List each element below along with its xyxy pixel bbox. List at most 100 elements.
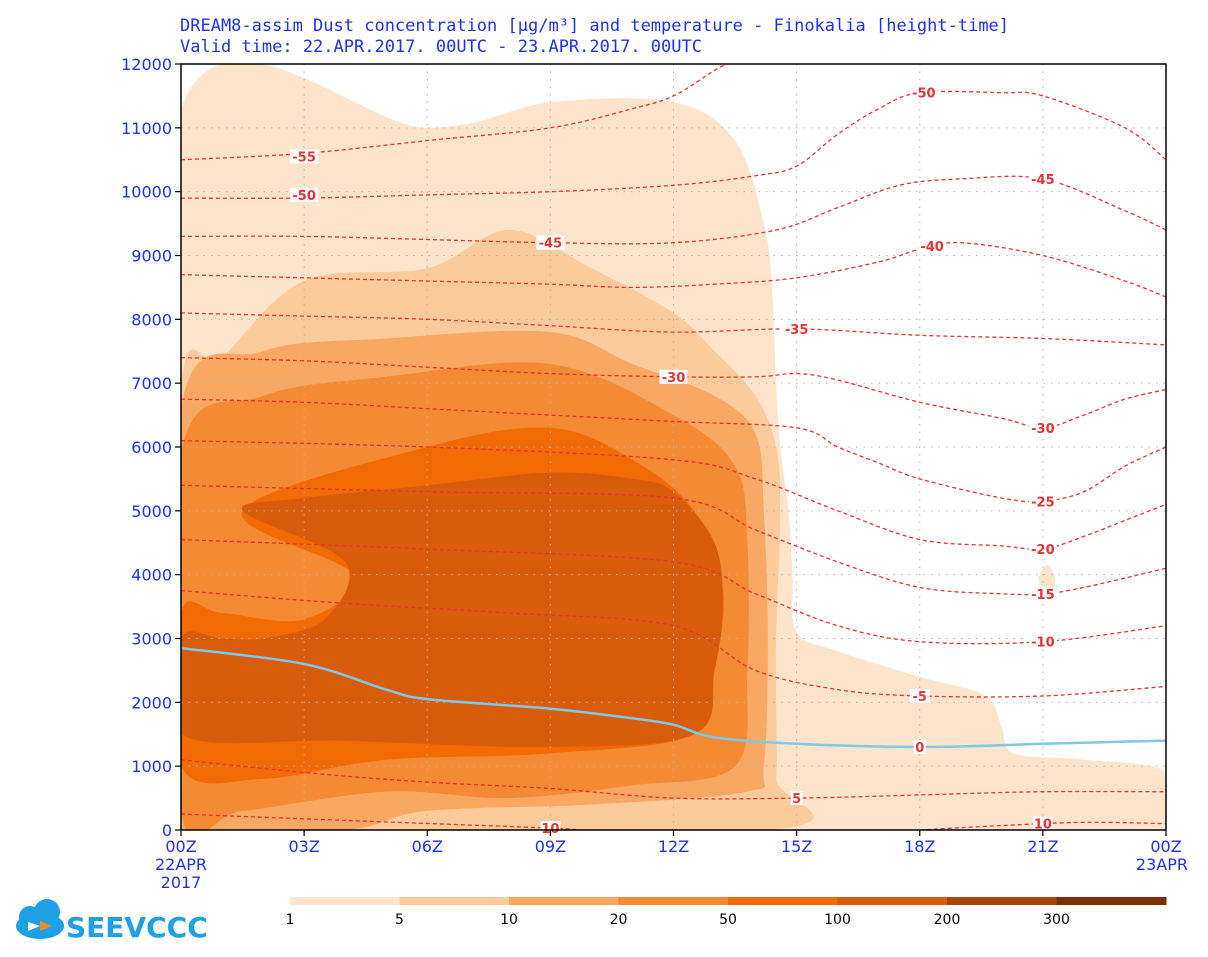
colorbar-segment xyxy=(618,897,729,905)
contour-label-bg xyxy=(909,85,938,100)
contour-label-bg xyxy=(1028,542,1057,557)
x-tick-label: 03Z xyxy=(288,837,319,856)
contour-label-bg xyxy=(909,688,930,703)
contour-label-bg xyxy=(540,821,561,836)
colorbar-segment xyxy=(509,897,619,905)
seevccc-logo: SEEVCCC xyxy=(16,899,208,944)
x-tick-label: 21Z xyxy=(1027,837,1058,856)
colorbar-segment xyxy=(1056,897,1167,905)
dust-region-level-100 xyxy=(181,472,723,748)
colorbar-label: 300 xyxy=(1043,912,1070,928)
x-tick-label: 12Z xyxy=(658,837,689,856)
chart-title: DREAM8-assim Dust concentration [µg/m³] … xyxy=(180,16,1009,36)
contour-label-bg xyxy=(1028,586,1057,601)
contour-label: -5 xyxy=(913,690,927,705)
y-tick-label: 10000 xyxy=(121,183,172,202)
contour-label-bg xyxy=(790,791,803,806)
y-tick-label: 1000 xyxy=(131,757,172,776)
colorbar-label: 10 xyxy=(500,912,518,928)
contour-label: -25 xyxy=(1031,495,1055,510)
contour-label: -20 xyxy=(1031,543,1055,558)
y-tick-label: 2000 xyxy=(131,693,172,712)
contour-label-bg xyxy=(918,238,947,253)
x-tick-label: 15Z xyxy=(781,837,812,856)
y-tick-label: 3000 xyxy=(131,630,172,649)
zero-isotherm-line xyxy=(181,646,1166,749)
temperature-contour--35 xyxy=(181,312,1166,346)
temperature-contour--5 xyxy=(181,589,1166,698)
contour-label: -50 xyxy=(912,87,936,102)
temperature-contour--30 xyxy=(181,356,1166,429)
contour-label-bg xyxy=(290,187,319,202)
y-tick-label: 4000 xyxy=(131,566,172,585)
y-tick-label: 7000 xyxy=(131,374,172,393)
y-tick-label: 0 xyxy=(162,821,172,840)
dust-concentration-fill xyxy=(181,64,1166,830)
contour-label-bg xyxy=(290,149,319,164)
temperature-contour--10 xyxy=(181,538,1166,645)
colorbar-segment xyxy=(290,897,400,905)
contour-label-bg xyxy=(782,321,811,336)
contour-label: -50 xyxy=(292,189,316,204)
contour-label: -35 xyxy=(785,323,809,338)
colorbar-label: 20 xyxy=(610,912,628,928)
y-axis: 0 1000 2000 3000 4000 5000 6000 7000 8000 9000 100… xyxy=(121,55,181,840)
temperature-contour--15 xyxy=(181,484,1166,596)
contour-label: 10 xyxy=(1034,818,1052,833)
contour-label-bg xyxy=(1028,420,1057,435)
colorbar-label: 1 xyxy=(286,912,295,928)
dust-region-level-1 xyxy=(1038,565,1056,592)
contour-label-bg xyxy=(1028,634,1057,649)
temperature-contour--40 xyxy=(181,241,1166,298)
x-date-label: 23APR xyxy=(1136,855,1188,874)
temperature-contour--20 xyxy=(181,439,1166,551)
temperature-contour-5 xyxy=(181,759,1166,800)
colorbar-label: 200 xyxy=(934,912,961,928)
colorbar-segment xyxy=(947,897,1057,905)
contour-label-bg xyxy=(1032,816,1053,831)
temperature-contours xyxy=(181,64,1166,830)
x-date-label: 2017 xyxy=(161,873,202,892)
contour-label-bg xyxy=(1028,171,1057,186)
colorbar: 1 5 10 20 50 100 200 300 xyxy=(286,897,1167,928)
contour-label-bg xyxy=(659,369,688,384)
chart-subtitle: Valid time: 22.APR.2017. 00UTC - 23.APR.… xyxy=(180,37,702,57)
x-tick-label: 09Z xyxy=(535,837,566,856)
x-tick-label: 00Z xyxy=(165,837,196,856)
colorbar-segment xyxy=(728,897,838,905)
colorbar-label: 5 xyxy=(395,912,404,928)
contour-label: 0 xyxy=(915,741,924,756)
cloud-icon xyxy=(16,899,64,939)
temperature-contour-10 xyxy=(919,821,1166,830)
x-tick-label: 18Z xyxy=(904,837,935,856)
colorbar-label: 50 xyxy=(719,912,737,928)
contour-label: -10 xyxy=(1031,636,1055,651)
colorbar-segment xyxy=(399,897,510,905)
colorbar-label: 100 xyxy=(824,912,851,928)
x-tick-label: 00Z xyxy=(1150,837,1181,856)
y-tick-label: 12000 xyxy=(121,55,172,74)
contour-labels: -55-50-50-45-45-40-35-30-30-25-20-15-10-… xyxy=(290,85,1057,837)
colorbar-segment xyxy=(837,897,948,905)
contour-label-bg xyxy=(913,740,926,755)
contour-label: -40 xyxy=(920,240,944,255)
y-tick-label: 6000 xyxy=(131,438,172,457)
temperature-contour--50 xyxy=(181,90,1166,199)
contour-label-bg xyxy=(1028,494,1057,509)
contour-label: -15 xyxy=(1031,588,1055,603)
contour-label: 5 xyxy=(792,792,801,807)
contour-label: -30 xyxy=(1031,422,1055,437)
contour-label: -55 xyxy=(292,151,316,166)
x-date-label: 22APR xyxy=(155,855,207,874)
y-tick-label: 8000 xyxy=(131,310,172,329)
y-tick-label: 11000 xyxy=(121,119,172,138)
contour-label: -45 xyxy=(1031,173,1055,188)
contour-label: -45 xyxy=(539,237,563,252)
contour-label-bg xyxy=(536,235,565,250)
plot-area: -55-50-50-45-45-40-35-30-30-25-20-15-10-… xyxy=(180,63,1167,837)
y-tick-label: 9000 xyxy=(131,247,172,266)
logo-text: SEEVCCC xyxy=(66,911,208,944)
x-tick-label: 06Z xyxy=(412,837,443,856)
